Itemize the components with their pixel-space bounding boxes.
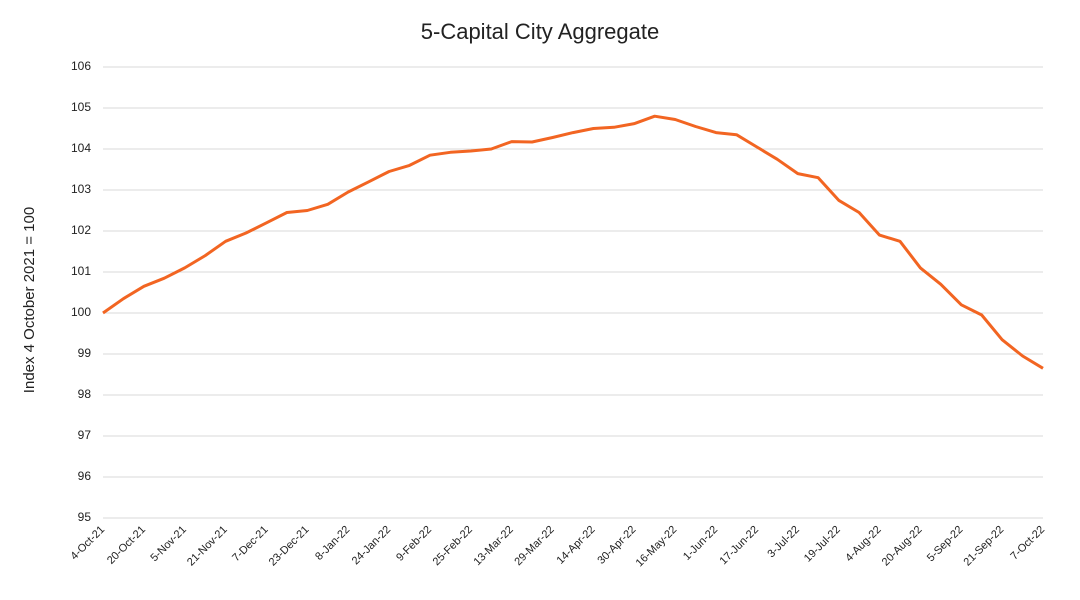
chart-title: 5-Capital City Aggregate	[421, 19, 659, 44]
y-tick-label: 97	[78, 428, 92, 442]
y-tick-label: 100	[71, 305, 91, 319]
x-tick-label: 4-Oct-21	[68, 524, 107, 563]
x-tick-label: 7-Oct-22	[1008, 524, 1047, 563]
y-tick-label: 101	[71, 264, 91, 278]
y-tick-label: 99	[78, 346, 92, 360]
x-tick-label: 21-Nov-21	[185, 524, 230, 569]
y-tick-label: 104	[71, 141, 91, 155]
x-tick-label: 3-Jul-22	[765, 524, 802, 561]
x-tick-label: 21-Sep-22	[961, 524, 1006, 569]
y-tick-label: 106	[71, 59, 91, 73]
x-tick-label: 5-Sep-22	[925, 524, 965, 564]
x-tick-label: 19-Jul-22	[802, 524, 843, 565]
x-tick-label: 25-Feb-22	[431, 524, 475, 568]
x-tick-label: 14-Apr-22	[555, 524, 598, 567]
y-tick-label: 102	[71, 223, 91, 237]
y-tick-label: 98	[78, 387, 92, 401]
y-tick-label: 96	[78, 469, 92, 483]
x-tick-label: 8-Jan-22	[313, 524, 352, 563]
x-tick-label: 13-Mar-22	[472, 524, 516, 568]
x-tick-label: 4-Aug-22	[843, 524, 883, 564]
x-tick-label: 20-Oct-21	[105, 524, 148, 567]
y-axis-label: Index 4 October 2021 = 100	[21, 207, 38, 393]
x-tick-label: 24-Jan-22	[350, 524, 394, 568]
x-tick-label: 23-Dec-21	[267, 524, 312, 569]
x-tick-label: 7-Dec-21	[230, 524, 270, 564]
y-tick-label: 105	[71, 100, 91, 114]
x-tick-label: 20-Aug-22	[880, 524, 925, 569]
x-tick-label: 17-Jun-22	[718, 524, 762, 568]
x-tick-label: 5-Nov-21	[148, 524, 188, 564]
y-tick-label: 103	[71, 182, 91, 196]
line	[102, 114, 1044, 370]
x-tick-label: 16-May-22	[634, 524, 680, 570]
x-tick-label: 9-Feb-22	[394, 524, 434, 564]
y-tick-label: 95	[78, 510, 92, 524]
x-tick-label: 29-Mar-22	[512, 524, 556, 568]
x-tick-label: 1-Jun-22	[681, 524, 720, 563]
x-tick-label: 30-Apr-22	[595, 524, 638, 567]
